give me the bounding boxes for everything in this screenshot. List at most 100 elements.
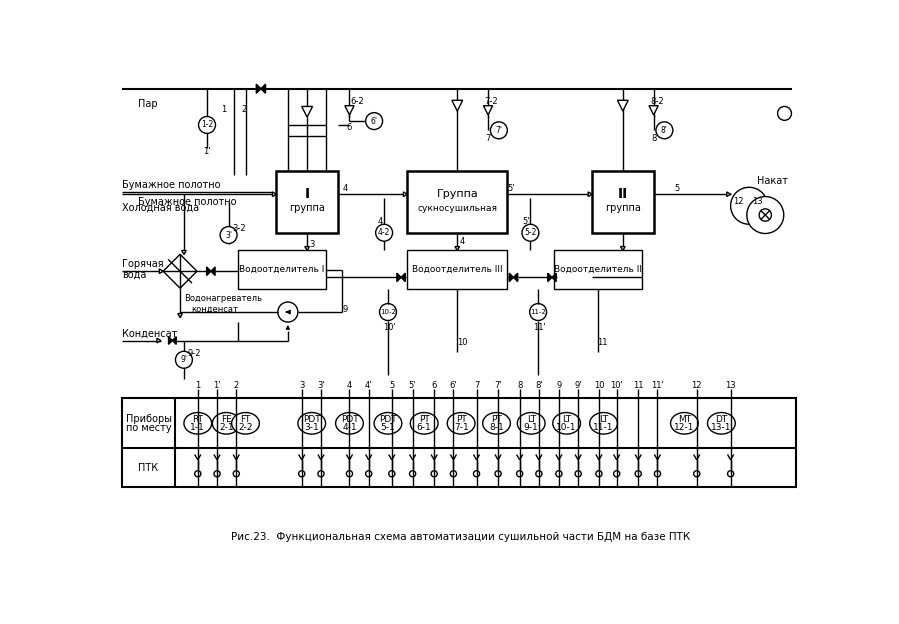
Text: LT: LT [599, 415, 608, 424]
Text: 8: 8 [651, 134, 656, 142]
Ellipse shape [708, 412, 735, 434]
Bar [592, 171, 654, 233]
Text: Рис.23.  Функциональная схема автоматизации сушильной части БДМ на базе ПТК: Рис.23. Функциональная схема автоматизац… [231, 532, 690, 542]
Circle shape [220, 227, 237, 243]
Text: 13: 13 [752, 197, 763, 207]
Ellipse shape [671, 412, 699, 434]
Ellipse shape [184, 412, 211, 434]
Circle shape [366, 470, 372, 477]
Text: 5': 5' [409, 381, 416, 390]
Circle shape [536, 470, 542, 477]
Polygon shape [620, 246, 625, 250]
Text: PT: PT [419, 415, 430, 424]
Text: 11': 11' [651, 381, 663, 390]
Text: 3': 3' [317, 381, 325, 390]
Text: 7': 7' [495, 126, 503, 135]
Polygon shape [272, 192, 276, 197]
Text: LT: LT [562, 415, 571, 424]
Circle shape [366, 112, 383, 130]
Polygon shape [547, 273, 552, 281]
Polygon shape [157, 338, 161, 343]
Bar [122, 398, 797, 487]
Polygon shape [261, 84, 265, 94]
Circle shape [278, 302, 298, 322]
Polygon shape [163, 255, 197, 288]
Polygon shape [256, 84, 261, 94]
Text: Водоотделитель III: Водоотделитель III [412, 265, 503, 274]
Text: 11-2: 11-2 [530, 309, 546, 315]
Text: 7-1: 7-1 [454, 422, 468, 432]
Text: 9: 9 [343, 305, 348, 314]
Text: 9-1: 9-1 [524, 422, 539, 432]
Bar [276, 171, 338, 233]
Polygon shape [509, 273, 513, 281]
Bar [554, 250, 642, 289]
Text: DT: DT [716, 415, 727, 424]
Bar [407, 171, 507, 233]
Text: II: II [618, 187, 628, 201]
Circle shape [474, 470, 479, 477]
Circle shape [195, 470, 200, 477]
Text: 7': 7' [494, 381, 502, 390]
Text: 1-1: 1-1 [191, 422, 205, 432]
Text: Приборы: Приборы [126, 414, 172, 424]
Text: 6': 6' [370, 117, 378, 125]
Text: группа: группа [289, 203, 325, 213]
Text: по месту: по месту [126, 423, 172, 433]
Circle shape [575, 470, 582, 477]
Circle shape [298, 470, 305, 477]
Polygon shape [211, 267, 215, 275]
Text: 11: 11 [633, 381, 644, 390]
Polygon shape [618, 100, 628, 111]
Circle shape [450, 470, 457, 477]
Text: 12-1: 12-1 [674, 422, 695, 432]
Polygon shape [168, 337, 173, 344]
Text: RT: RT [192, 415, 203, 424]
Text: Конденсат: Конденсат [122, 329, 178, 339]
Text: 2-2: 2-2 [238, 422, 253, 432]
Text: MT: MT [678, 415, 691, 424]
Ellipse shape [212, 412, 240, 434]
Text: 9-2: 9-2 [188, 349, 201, 358]
Text: I: I [305, 187, 309, 201]
Polygon shape [178, 314, 182, 318]
Text: вода: вода [122, 270, 147, 280]
Text: 13-1: 13-1 [711, 422, 732, 432]
Text: 9: 9 [556, 381, 562, 390]
Polygon shape [345, 105, 354, 115]
Text: Бумажное полотно: Бумажное полотно [122, 180, 221, 190]
Polygon shape [396, 273, 401, 281]
Text: 10: 10 [593, 381, 604, 390]
Text: 1': 1' [213, 381, 221, 390]
Circle shape [556, 470, 562, 477]
Text: 1: 1 [195, 381, 200, 390]
Text: 6: 6 [347, 123, 352, 132]
Polygon shape [484, 105, 493, 115]
Ellipse shape [298, 412, 325, 434]
Polygon shape [404, 192, 407, 197]
Text: ПТК: ПТК [138, 462, 158, 472]
Text: 4': 4' [365, 381, 372, 390]
Ellipse shape [483, 412, 511, 434]
Circle shape [410, 470, 415, 477]
Text: 3-2: 3-2 [233, 225, 246, 233]
Ellipse shape [590, 412, 618, 434]
Text: 11: 11 [597, 338, 608, 348]
Text: Водонагреватель: Водонагреватель [184, 294, 262, 303]
Circle shape [346, 470, 352, 477]
Circle shape [778, 107, 791, 120]
Text: 2: 2 [234, 381, 239, 390]
Polygon shape [452, 100, 463, 111]
Text: 3: 3 [309, 240, 315, 249]
Text: 3': 3' [225, 230, 232, 240]
Circle shape [318, 470, 324, 477]
Polygon shape [552, 273, 556, 281]
Text: PT: PT [491, 415, 502, 424]
Text: Горячая: Горячая [122, 260, 164, 270]
Circle shape [233, 470, 239, 477]
Text: 7: 7 [474, 381, 479, 390]
Text: Бумажное полотно: Бумажное полотно [138, 197, 236, 207]
Text: 1: 1 [221, 105, 227, 114]
Circle shape [731, 187, 768, 224]
Text: 13: 13 [725, 381, 736, 390]
